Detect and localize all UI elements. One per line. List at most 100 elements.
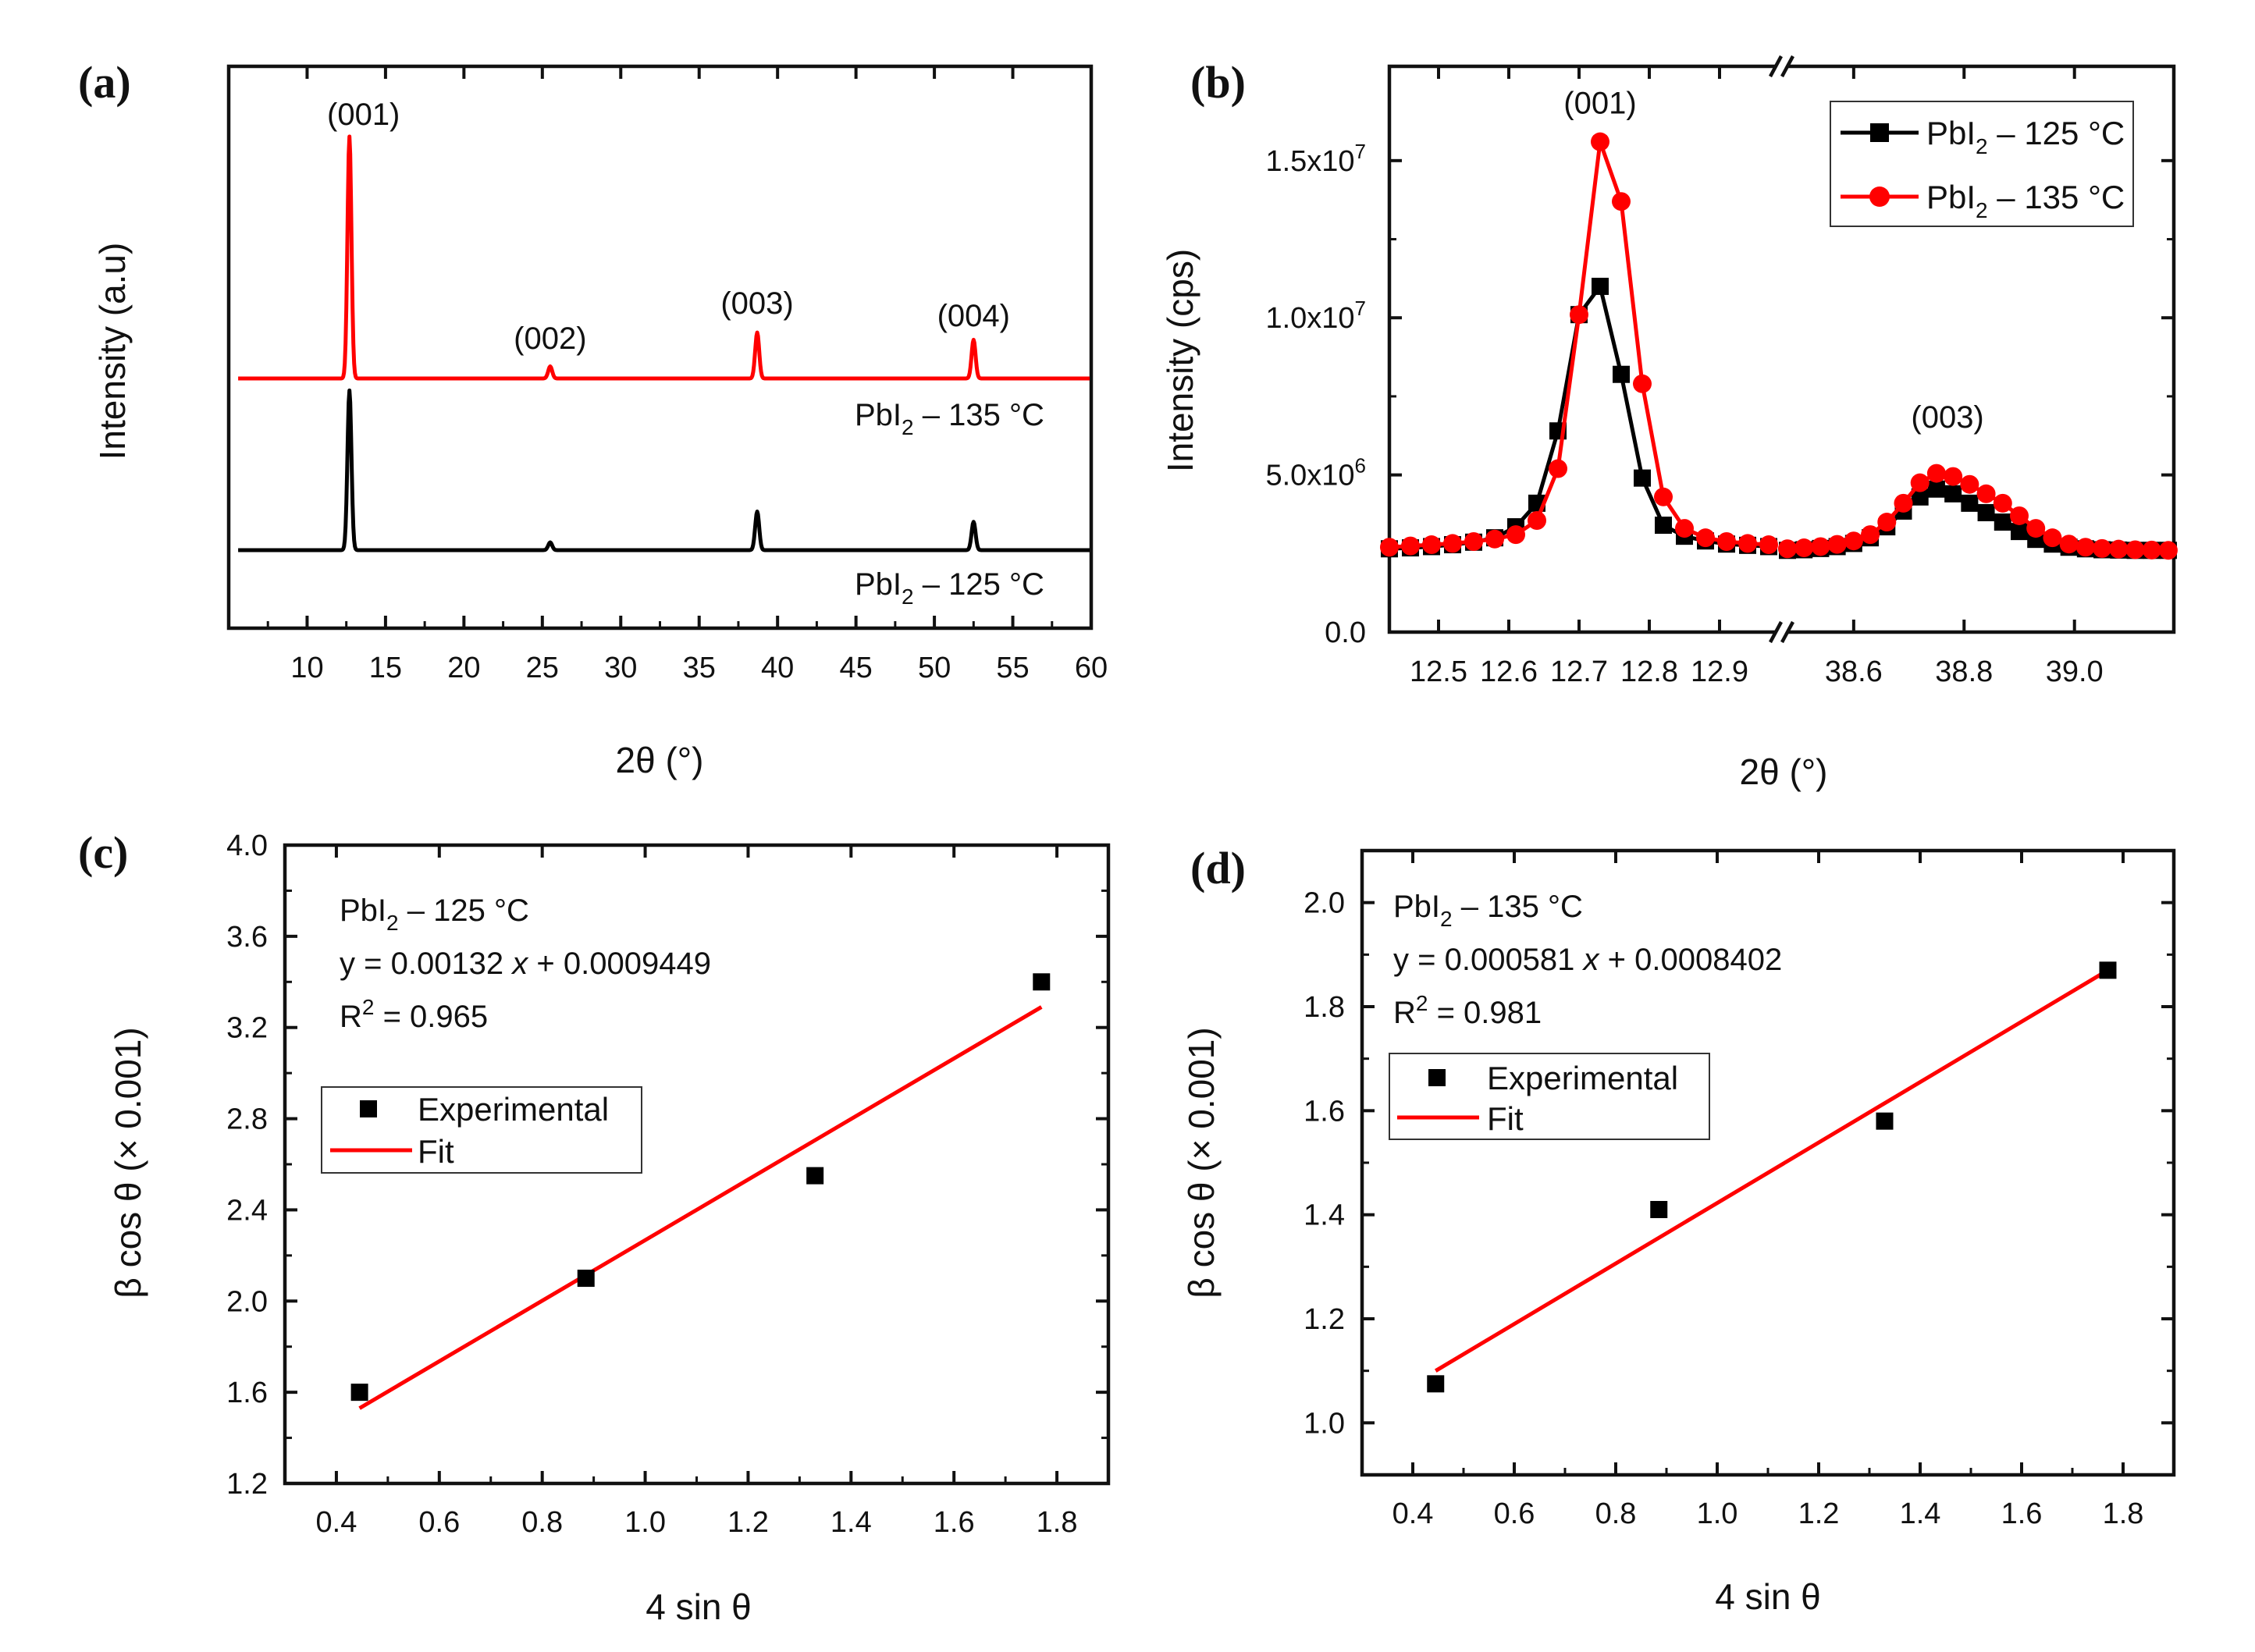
panel-d-equation: y = 0.000581 x + 0.0008402: [1393, 943, 1782, 977]
panel-d-legend-fit: Fit: [1487, 1100, 1524, 1137]
series-line: [1389, 140, 1769, 549]
panel-b-y-ticks: 0.0 5.0x106 1.0x107 1.5x107: [1265, 140, 2174, 649]
x-tick-label: 45: [839, 652, 872, 684]
y-tick-label: 1.2: [1304, 1303, 1345, 1336]
panel-a-x-title: 2θ (°): [616, 740, 704, 780]
x-tick-label: 30: [604, 652, 637, 684]
data-point: [2142, 540, 2161, 560]
panel-b-frame-right: [1787, 64, 2176, 634]
x-tick-label: 60: [1075, 652, 1108, 684]
experimental-point: [1876, 1112, 1894, 1130]
x-tick-label: 38.6: [1825, 655, 1883, 688]
data-point: [1993, 493, 2012, 513]
data-point: [1634, 469, 1651, 487]
y-tick-label: 1.8: [1304, 991, 1345, 1024]
data-point: [1778, 539, 1797, 559]
panel-c-sample-label: PbI2 – 125 °C: [340, 894, 529, 935]
data-point: [2125, 540, 2145, 560]
xrd-pattern-0: [237, 134, 1091, 381]
data-point: [1944, 467, 1963, 486]
data-point: [1549, 459, 1567, 478]
x-tick-label: 0.8: [1595, 1497, 1637, 1530]
y-tick-label: 1.6: [1304, 1095, 1345, 1128]
legend-label-125: PbI2 – 125 °C: [1926, 115, 2125, 158]
panel-d-y-title: β cos θ (× 0.001): [1181, 1027, 1222, 1298]
data-point: [1894, 493, 1913, 513]
x-tick-label: 10: [290, 652, 323, 684]
panel-d-ticks: 0.4 0.6 0.8 1.0 1.2 1.4 1.6 1.8 1.0 1.2 1.4 1.6 1.8 2…: [1304, 851, 2174, 1530]
data-point: [2010, 506, 2029, 525]
panel-a-label-135: PbI2 – 135 °C: [855, 398, 1044, 439]
y-tick-label: 4.0: [226, 830, 268, 862]
x-tick-label: 20: [447, 652, 480, 684]
panel-c-r-squared: R2 = 0.965: [340, 995, 488, 1034]
x-tick-label: 12.7: [1550, 655, 1608, 688]
axis-break-top: [1769, 55, 1794, 78]
x-tick-label: 12.8: [1620, 655, 1678, 688]
y-tick-label: 1.4: [1304, 1199, 1345, 1232]
panel-b-peak-labels: (001) (003): [1563, 86, 1983, 435]
panel-c-plot: [350, 973, 1051, 1410]
panel-d-legend-marker: [1428, 1069, 1446, 1086]
y-tick-label: 5.0x106: [1265, 454, 1366, 492]
experimental-point: [2099, 961, 2117, 979]
panel-c-x-title: 4 sin θ: [646, 1586, 752, 1627]
data-point: [1592, 277, 1609, 295]
y-tick-label: 3.6: [226, 921, 268, 954]
data-point: [1613, 365, 1630, 383]
experimental-point: [1033, 973, 1051, 991]
data-point: [2093, 538, 2112, 558]
panel-d-r-squared: R2 = 0.981: [1393, 991, 1542, 1030]
panel-a-curves: [237, 134, 1091, 552]
y-tick-label: 1.6: [226, 1377, 268, 1409]
x-tick-label: 1.6: [934, 1506, 975, 1539]
legend-label-135: PbI2 – 135 °C: [1926, 179, 2125, 222]
x-tick-label: 1.0: [624, 1506, 666, 1539]
data-point: [1926, 464, 1946, 483]
x-tick-label: 1.2: [727, 1506, 769, 1539]
data-point: [1844, 531, 1863, 551]
data-point: [1380, 538, 1399, 557]
data-point: [1422, 535, 1441, 555]
x-tick-label: 1.8: [2103, 1497, 2144, 1530]
y-tick-label: 3.2: [226, 1012, 268, 1045]
data-point: [1675, 519, 1694, 538]
data-point: [1464, 532, 1483, 551]
panel-b-y-title: Intensity (cps): [1160, 249, 1200, 472]
data-point: [1794, 538, 1814, 558]
data-point: [1485, 529, 1504, 549]
data-point: [1861, 525, 1880, 545]
x-tick-label: 55: [996, 652, 1029, 684]
data-point: [1738, 534, 1757, 553]
y-tick-label: 2.0: [226, 1285, 268, 1318]
data-point: [1977, 503, 1995, 521]
y-tick-label: 0.0: [1325, 616, 1366, 649]
data-point: [1827, 535, 1847, 554]
panel-d-legend-experimental: Experimental: [1487, 1060, 1678, 1096]
data-point: [1717, 532, 1736, 551]
data-point: [1696, 528, 1715, 548]
panel-b-legend: PbI2 – 125 °C PbI2 – 135 °C: [1830, 101, 2134, 227]
x-tick-label: 50: [918, 652, 951, 684]
data-point: [1811, 537, 1830, 556]
panel-a-label-125: PbI2 – 125 °C: [855, 567, 1044, 609]
data-point: [1910, 473, 1930, 492]
data-point: [2158, 541, 2178, 560]
data-point: [1591, 132, 1609, 151]
panel-a-frame: [226, 64, 1094, 631]
y-tick-label: 1.2: [226, 1468, 268, 1501]
panel-d-letter: (d): [1190, 843, 1246, 894]
panel-c-letter: (c): [78, 827, 128, 878]
panel-b-x-title: 2θ (°): [1740, 751, 1828, 792]
data-point: [1443, 534, 1462, 553]
peak-label: (001): [327, 98, 400, 132]
xrd-pattern-1: [237, 388, 1091, 552]
x-tick-label: 0.6: [1494, 1497, 1535, 1530]
x-tick-label: 1.8: [1037, 1506, 1078, 1539]
data-point: [1927, 480, 1945, 498]
data-point: [1633, 374, 1652, 393]
panel-d-sample-label: PbI2 – 135 °C: [1393, 890, 1583, 931]
data-point: [2059, 535, 2079, 554]
x-tick-label: 25: [526, 652, 559, 684]
